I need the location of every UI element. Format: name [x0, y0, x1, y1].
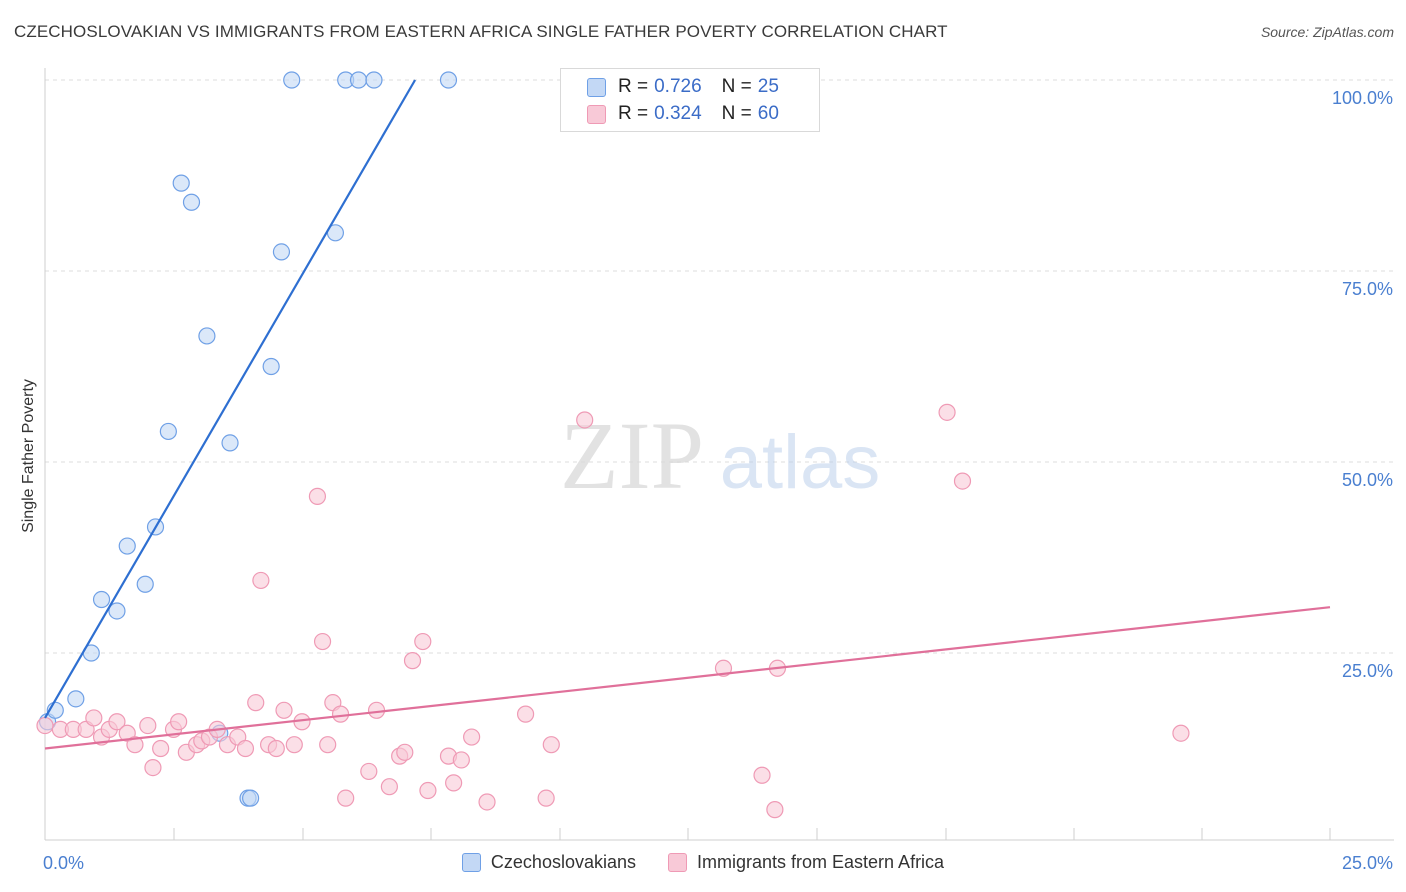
point-immigrants	[542, 736, 560, 754]
watermark-atlas: atlas	[720, 420, 881, 505]
series-swatch-blue	[461, 853, 481, 872]
point-immigrants	[714, 659, 733, 677]
series-legend: Czechoslovakians Immigrants from Eastern…	[0, 852, 1406, 873]
point-czechoslovakians	[159, 422, 177, 441]
point-immigrants	[319, 736, 337, 754]
point-czechoslovakians	[67, 690, 85, 708]
legend-r-label: R =	[618, 103, 649, 124]
point-czechoslovakians	[365, 71, 383, 89]
legend-n-value: 60	[757, 103, 779, 124]
point-immigrants	[576, 411, 594, 429]
chart-title: CZECHOSLOVAKIAN VS IMMIGRANTS FROM EASTE…	[14, 22, 948, 41]
point-immigrants	[108, 713, 126, 731]
point-immigrants	[938, 403, 956, 421]
point-immigrants	[126, 736, 144, 754]
point-czechoslovakians	[92, 590, 111, 609]
data-points	[36, 71, 1190, 819]
point-immigrants	[396, 743, 414, 761]
legend-swatch-blue	[587, 77, 606, 97]
y-tick-label: 100.0%	[1332, 88, 1393, 108]
y-tick-label: 25.0%	[1342, 661, 1393, 681]
series-name: Czechoslovakians	[490, 852, 636, 872]
point-czechoslovakians	[118, 537, 136, 555]
point-immigrants	[252, 571, 270, 590]
point-immigrants	[516, 705, 535, 723]
point-immigrants	[144, 758, 162, 777]
source-label: Source: ZipAtlas.com	[1260, 24, 1394, 40]
point-immigrants	[308, 487, 327, 505]
point-czechoslovakians	[242, 789, 260, 807]
point-czechoslovakians	[182, 193, 201, 211]
point-immigrants	[85, 709, 103, 727]
point-immigrants	[537, 789, 555, 807]
y-tick-label: 75.0%	[1342, 279, 1393, 299]
point-immigrants	[380, 778, 398, 796]
point-czechoslovakians	[108, 602, 126, 620]
point-immigrants	[236, 739, 255, 758]
point-czechoslovakians	[262, 357, 280, 376]
point-czechoslovakians	[272, 243, 291, 261]
point-immigrants	[139, 716, 157, 735]
point-czechoslovakians	[349, 71, 368, 89]
point-immigrants	[337, 789, 355, 807]
point-czechoslovakians	[221, 434, 239, 452]
x-tick-label: 0.0%	[43, 853, 84, 873]
point-czechoslovakians	[283, 71, 301, 89]
point-immigrants	[463, 728, 481, 746]
legend-row-immigrants: R = 0.324 N = 60	[587, 102, 779, 126]
point-immigrants	[285, 736, 303, 754]
axes	[44, 68, 1394, 841]
legend-n-label: N =	[721, 103, 752, 124]
stats-legend: R = 0.726 N = 25 R = 0.324 N = 60	[560, 68, 820, 132]
point-czechoslovakians	[172, 174, 190, 192]
legend-n-value: 25	[757, 76, 779, 97]
legend-r-value: 0.324	[654, 103, 702, 124]
point-immigrants	[152, 739, 170, 758]
point-immigrants	[419, 781, 437, 800]
legend-n-label: N =	[721, 76, 752, 97]
tick-labels: 100.0% 75.0% 50.0% 25.0% 0.0% 25.0%	[43, 88, 1393, 873]
point-immigrants	[452, 751, 470, 769]
series-swatch-pink	[668, 853, 687, 872]
point-immigrants	[766, 801, 784, 819]
trend-line-czechoslovakians	[44, 79, 417, 719]
point-immigrants	[247, 694, 265, 712]
legend-row-czechoslovakians: R = 0.726 N = 25	[587, 75, 779, 99]
legend-swatch-pink	[587, 104, 606, 124]
point-immigrants	[275, 701, 293, 719]
point-immigrants	[478, 793, 496, 811]
point-immigrants	[313, 632, 332, 651]
series-legend-czechoslovakians[interactable]: Czechoslovakians	[461, 852, 636, 873]
point-immigrants	[331, 705, 350, 723]
x-tick-label: 25.0%	[1342, 853, 1393, 873]
point-immigrants	[1172, 724, 1190, 742]
point-immigrants	[360, 762, 378, 781]
point-immigrants	[953, 472, 972, 490]
point-czechoslovakians	[198, 327, 216, 345]
legend-r-label: R =	[618, 76, 649, 97]
point-immigrants	[367, 701, 386, 719]
point-czechoslovakians	[136, 575, 154, 593]
point-immigrants	[414, 632, 432, 651]
point-immigrants	[753, 766, 771, 784]
series-legend-immigrants[interactable]: Immigrants from Eastern Africa	[668, 852, 944, 873]
legend-r-value: 0.726	[654, 76, 702, 97]
trend-lines	[44, 79, 1331, 750]
point-immigrants	[267, 739, 285, 758]
series-name: Immigrants from Eastern Africa	[697, 852, 945, 872]
point-immigrants	[36, 716, 54, 735]
y-tick-label: 50.0%	[1342, 470, 1393, 490]
point-immigrants	[170, 713, 188, 731]
gridlines	[45, 79, 1394, 654]
trend-line-immigrants	[44, 606, 1331, 750]
point-czechoslovakians	[439, 71, 458, 89]
watermark: ZIP atlas	[560, 402, 880, 509]
point-immigrants	[403, 652, 422, 670]
point-immigrants	[445, 774, 463, 792]
